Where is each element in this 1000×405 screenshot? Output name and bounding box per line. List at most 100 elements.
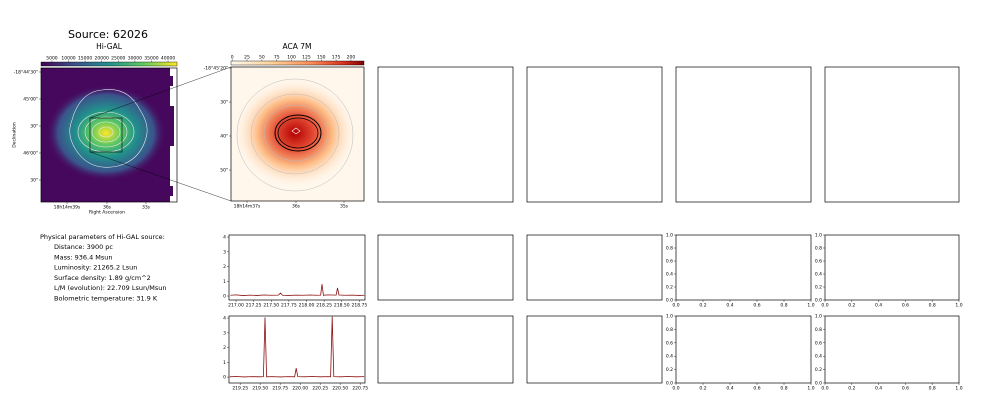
y-tick-label: 2 (223, 345, 226, 351)
colorbar-tick-label: 20000 (95, 56, 109, 62)
x-tick-label: 33s (142, 205, 151, 211)
contours (236, 78, 354, 192)
colorbar (40, 61, 178, 67)
x-tick-label: 0.0 (672, 303, 679, 309)
y-tick-label: 40" (220, 134, 228, 140)
y-tick-label: 0.8 (815, 327, 822, 333)
axes-frame (228, 234, 366, 301)
colorbar-tick-label: 150 (317, 55, 326, 61)
x-tick-label: 0.4 (726, 386, 733, 392)
x-tick-label: 0.2 (699, 386, 706, 392)
spectrum-line (229, 316, 365, 378)
y-axis-label: Declination (12, 122, 18, 148)
x-tick-label: 0.2 (848, 386, 855, 392)
x-tick-label: 0.6 (753, 303, 760, 309)
x-tick-label: 0.0 (672, 386, 679, 392)
y-tick-label: 3 (223, 249, 226, 255)
panel-title: ACA 7M (283, 42, 312, 51)
axes-frame (824, 315, 960, 384)
colorbar-tick-label: 30000 (128, 56, 142, 62)
x-tick-label: 18h14m39s (54, 205, 81, 211)
y-tick-label: 0.8 (815, 246, 822, 252)
y-tick-label: 1 (223, 360, 226, 366)
y-tick-label: 0.6 (815, 340, 822, 346)
x-tick-label: 1.0 (955, 386, 962, 392)
y-tick-label: 0.2 (815, 367, 822, 373)
y-tick-label: 0.0 (815, 381, 822, 387)
x-tick-label: 220.25 (312, 386, 328, 392)
y-tick-label: 0.0 (666, 381, 673, 387)
contours (274, 114, 322, 152)
y-tick-label: 2 (223, 264, 226, 270)
x-tick-label: 220.50 (332, 386, 348, 392)
x-tick-label: 1.0 (807, 303, 814, 309)
x-tick-label: 217.25 (246, 303, 262, 309)
axes-frame (675, 315, 812, 384)
colorbar-tick-label: 10000 (61, 56, 75, 62)
x-tick-label: 0.2 (699, 303, 706, 309)
param-line: Mass: 936.4 Msun (54, 253, 113, 261)
x-tick-label: 1.0 (955, 303, 962, 309)
y-tick-label: 50" (220, 168, 228, 174)
y-tick-label: 0.6 (666, 340, 673, 346)
y-tick-label: 1.0 (666, 314, 673, 320)
param-line: Bolometric temperature: 31.9 K (54, 295, 158, 303)
empty-axes (377, 66, 960, 384)
y-tick-label: 0 (223, 294, 226, 300)
y-tick-label: 0.4 (666, 354, 673, 360)
x-tick-label: 217.00 (228, 303, 244, 309)
y-tick-label: 0.2 (666, 285, 673, 291)
param-line: Luminosity: 21265.2 Lsun (54, 264, 137, 272)
y-tick-label: 0.6 (815, 259, 822, 265)
param-line: Surface density: 1.89 g/cm^2 (54, 274, 151, 282)
x-tick-label: 218.25 (316, 303, 332, 309)
x-tick-label: 36s (292, 204, 301, 210)
y-tick-label: 0.0 (815, 298, 822, 304)
colorbar-tick-label: 40000 (161, 56, 175, 62)
y-tick-label: 0.2 (815, 285, 822, 291)
x-tick-label: 0.6 (753, 386, 760, 392)
y-tick-label: 0.4 (666, 272, 673, 278)
zoom-line (89, 66, 232, 119)
y-tick-label: 4 (223, 316, 226, 322)
colorbar-tick-label: 175 (332, 55, 341, 61)
x-tick-label: 217.50 (263, 303, 279, 309)
x-tick-label: 18h14m37s (234, 204, 261, 210)
x-tick-label: 218.75 (351, 303, 367, 309)
x-tick-label: 217.75 (281, 303, 297, 309)
axes-frame (824, 234, 960, 301)
x-tick-label: 219.25 (232, 386, 248, 392)
figure-title: Source: 62026 (68, 28, 148, 41)
colorbar-tick-label: 25 (244, 55, 250, 61)
axes-frame (675, 234, 812, 301)
y-tick-label: 0.4 (815, 354, 822, 360)
y-tick-label: 30" (220, 100, 228, 106)
colorbar-tick-label: 0 (231, 55, 234, 61)
y-tick-label: 0.0 (666, 298, 673, 304)
x-tick-label: 0.4 (726, 303, 733, 309)
x-axis-label: Right Ascension (89, 210, 125, 216)
x-tick-label: 35s (340, 204, 349, 210)
colorbar-tick-label: 15000 (78, 56, 92, 62)
y-tick-label: 3 (223, 330, 226, 336)
colorbar-tick-label: 125 (302, 55, 311, 61)
y-tick-label: 1.0 (666, 233, 673, 239)
zoom-box (89, 117, 123, 153)
x-tick-label: 0.6 (902, 386, 909, 392)
colorbar (230, 60, 365, 66)
x-tick-label: 0.2 (848, 303, 855, 309)
panel-title: Hi-GAL (96, 42, 123, 51)
y-tick-label: 30" (30, 124, 38, 130)
x-tick-label: 0.8 (780, 303, 787, 309)
y-tick-label: 0.8 (666, 327, 673, 333)
y-tick-label: 1.0 (815, 314, 822, 320)
y-tick-label: 30" (30, 178, 38, 184)
colorbar-tick-label: 50 (259, 55, 265, 61)
y-tick-label: 0.4 (815, 272, 822, 278)
y-tick-label: 1.0 (815, 233, 822, 239)
spectrum-line (230, 284, 365, 296)
x-tick-label: 219.75 (272, 386, 288, 392)
y-tick-label: 46'00" (23, 151, 38, 157)
zoom-line (89, 151, 232, 202)
y-tick-label: 0.2 (666, 367, 673, 373)
